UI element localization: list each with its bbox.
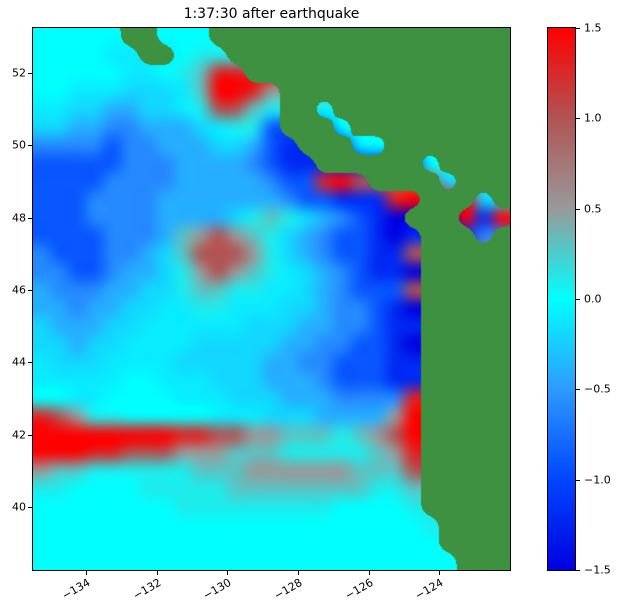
colorbar-gradient [548,28,575,570]
x-tick-label: −130 [201,576,234,603]
colorbar-tick-label: 0.5 [584,202,602,216]
x-tick-mark [86,571,87,575]
y-tick-mark [28,506,32,508]
x-tick-mark [298,571,299,575]
y-tick-mark [28,217,32,219]
colorbar-tick-label: −1.0 [584,473,611,487]
plot-title: 1:37:30 after earthquake [183,6,360,22]
colorbar-tick-mark [576,208,580,210]
y-tick-label: 40 [12,500,26,514]
colorbar [547,27,576,571]
y-tick-mark [28,73,32,75]
y-tick-label: 42 [12,428,26,441]
x-tick-label: −134 [59,576,93,603]
y-tick-mark [28,362,32,364]
y-tick-label: 48 [12,211,26,225]
y-tick-mark [28,145,32,147]
x-tick-label: −132 [130,576,164,603]
colorbar-tick-label: −0.5 [584,382,611,396]
colorbar-tick-mark [576,570,580,571]
plot-area [32,27,511,571]
x-tick-label: −128 [271,576,305,603]
x-tick-mark [368,571,370,575]
x-tick-mark [227,571,229,575]
x-tick-label: −124 [413,576,446,603]
colorbar-tick-mark [576,118,580,120]
y-tick-label: 46 [12,283,26,297]
colorbar-tick-label: 1.5 [584,21,602,35]
colorbar-tick-label: 0.0 [584,292,602,306]
y-tick-label: 44 [12,355,26,369]
heatmap-canvas [33,28,510,570]
colorbar-tick-mark [576,299,580,300]
x-tick-mark [439,571,441,575]
y-tick-mark [28,289,32,291]
colorbar-tick-mark [576,389,580,391]
colorbar-tick-mark [576,479,580,481]
x-tick-label: −126 [342,576,376,603]
y-tick-label: 52 [12,66,26,80]
colorbar-tick-label: 1.0 [584,111,602,125]
x-tick-mark [156,571,158,575]
colorbar-tick-label: −1.5 [584,563,611,577]
y-tick-label: 50 [12,138,26,152]
colorbar-tick-mark [576,28,580,29]
y-tick-mark [28,434,32,436]
